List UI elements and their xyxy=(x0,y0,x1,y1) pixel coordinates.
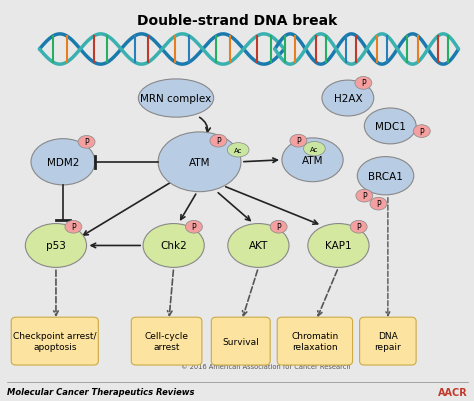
Text: Chromatin
relaxation: Chromatin relaxation xyxy=(291,332,338,351)
FancyBboxPatch shape xyxy=(360,318,416,365)
Ellipse shape xyxy=(370,198,387,211)
Ellipse shape xyxy=(31,139,95,185)
Ellipse shape xyxy=(413,126,430,138)
Text: AKT: AKT xyxy=(249,241,268,251)
FancyBboxPatch shape xyxy=(131,318,202,365)
FancyBboxPatch shape xyxy=(11,318,98,365)
Text: Double-strand DNA break: Double-strand DNA break xyxy=(137,14,337,28)
Ellipse shape xyxy=(25,224,87,268)
Text: P: P xyxy=(84,138,89,147)
Text: P: P xyxy=(216,137,221,146)
Text: P: P xyxy=(361,79,366,88)
Text: MDC1: MDC1 xyxy=(375,122,406,132)
Text: P: P xyxy=(296,137,301,146)
Text: Chk2: Chk2 xyxy=(160,241,187,251)
Text: MDM2: MDM2 xyxy=(47,157,79,167)
Text: H2AX: H2AX xyxy=(334,94,362,104)
Ellipse shape xyxy=(355,77,372,90)
Ellipse shape xyxy=(356,190,373,203)
Text: P: P xyxy=(376,200,381,209)
Text: AACR: AACR xyxy=(438,387,468,397)
Text: ATM: ATM xyxy=(302,156,323,165)
Ellipse shape xyxy=(228,224,289,268)
Text: P: P xyxy=(362,192,367,200)
Ellipse shape xyxy=(365,109,416,144)
Ellipse shape xyxy=(290,135,307,148)
Text: ATM: ATM xyxy=(189,157,210,167)
Text: © 2016 American Association for Cancer Research: © 2016 American Association for Cancer R… xyxy=(181,363,350,369)
Ellipse shape xyxy=(185,221,202,233)
Text: BRCA1: BRCA1 xyxy=(368,171,403,181)
Text: Ac: Ac xyxy=(234,148,242,154)
Ellipse shape xyxy=(65,221,82,233)
Text: p53: p53 xyxy=(46,241,66,251)
Text: Molecular Cancer Therapeutics Reviews: Molecular Cancer Therapeutics Reviews xyxy=(7,387,194,396)
Ellipse shape xyxy=(138,80,214,118)
Ellipse shape xyxy=(270,221,287,233)
Ellipse shape xyxy=(228,143,249,158)
Text: Survival: Survival xyxy=(222,337,259,346)
Text: Cell-cycle
arrest: Cell-cycle arrest xyxy=(145,332,189,351)
Text: P: P xyxy=(356,223,361,232)
Text: P: P xyxy=(71,223,76,232)
Ellipse shape xyxy=(282,138,343,182)
FancyBboxPatch shape xyxy=(277,318,353,365)
Ellipse shape xyxy=(308,224,369,268)
Ellipse shape xyxy=(158,133,241,192)
Ellipse shape xyxy=(322,81,374,117)
Ellipse shape xyxy=(210,135,227,148)
Text: Ac: Ac xyxy=(310,146,319,152)
Ellipse shape xyxy=(350,221,367,233)
Ellipse shape xyxy=(303,142,325,156)
Text: DNA
repair: DNA repair xyxy=(374,332,401,351)
Ellipse shape xyxy=(357,157,414,195)
Text: KAP1: KAP1 xyxy=(325,241,352,251)
Text: MRN complex: MRN complex xyxy=(140,94,211,104)
Text: P: P xyxy=(276,223,281,232)
Text: Checkpoint arrest/
apoptosis: Checkpoint arrest/ apoptosis xyxy=(13,332,97,351)
Text: P: P xyxy=(419,127,424,136)
Ellipse shape xyxy=(78,136,95,149)
Text: P: P xyxy=(191,223,196,232)
Ellipse shape xyxy=(143,224,204,268)
FancyBboxPatch shape xyxy=(211,318,270,365)
